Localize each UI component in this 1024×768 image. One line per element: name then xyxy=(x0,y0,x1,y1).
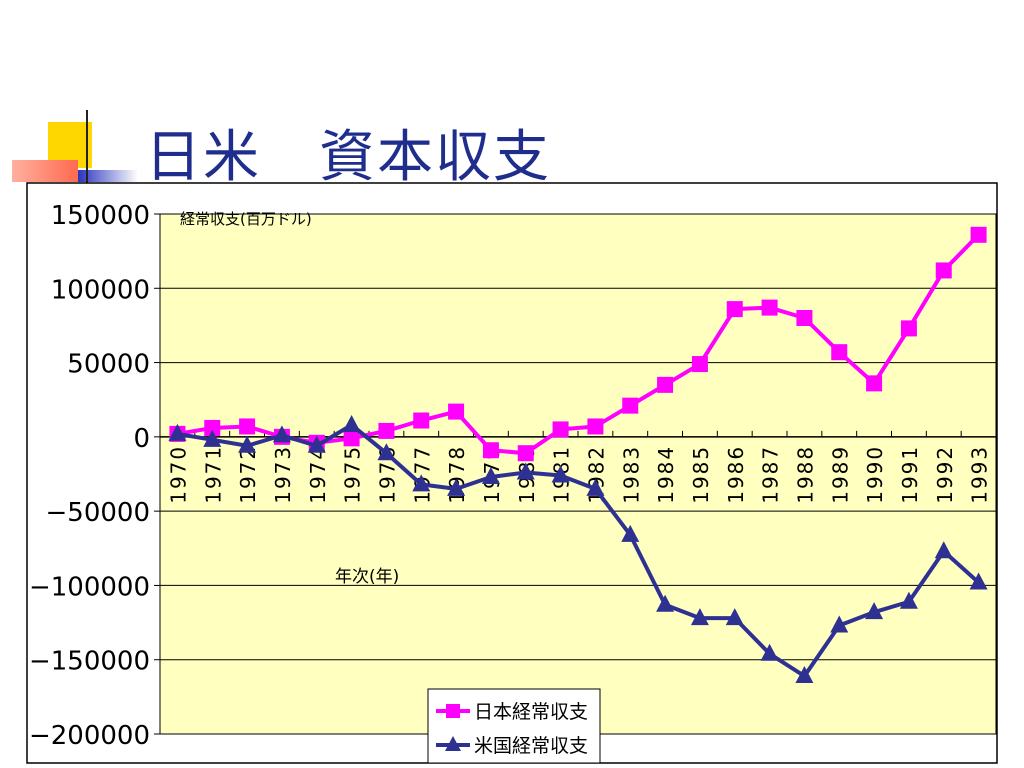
data-point xyxy=(760,643,779,661)
slide-title: 日米 資本収支 xyxy=(145,125,551,190)
title-decoration-red-band xyxy=(12,160,78,182)
x-tick-label: 1970 xyxy=(166,445,190,504)
y-tick-label: 100000 xyxy=(51,275,150,305)
x-tick-label: 1984 xyxy=(654,445,678,504)
series-line xyxy=(177,422,980,679)
data-point xyxy=(761,299,778,316)
x-tick-label: 1973 xyxy=(271,445,295,504)
data-point xyxy=(413,412,430,429)
legend-label: 日本経常収支 xyxy=(474,701,588,723)
data-point xyxy=(830,615,849,633)
x-axis-label: 年次(年) xyxy=(335,567,399,587)
data-point xyxy=(691,356,708,373)
y-tick-label: −100000 xyxy=(29,572,150,602)
data-point xyxy=(481,466,500,484)
data-point xyxy=(342,414,361,432)
data-point xyxy=(552,421,569,438)
x-tick-label: 1983 xyxy=(619,445,643,504)
data-point xyxy=(795,666,814,684)
data-point xyxy=(970,226,987,243)
data-point xyxy=(447,478,466,496)
legend-label: 米国経常収支 xyxy=(474,735,588,757)
y-tick-label: 50000 xyxy=(67,350,150,380)
data-point xyxy=(587,418,604,435)
data-point xyxy=(378,422,395,439)
data-point xyxy=(899,591,918,609)
x-tick-label: 1985 xyxy=(689,445,713,504)
data-point xyxy=(656,594,675,612)
y-tick-label: −150000 xyxy=(29,647,150,677)
data-point xyxy=(866,375,883,392)
data-point xyxy=(831,344,848,361)
x-tick-label: 1974 xyxy=(306,445,330,504)
x-tick-label: 1990 xyxy=(863,445,887,504)
x-tick-label: 1993 xyxy=(968,445,992,504)
y-tick-label: −200000 xyxy=(29,721,150,751)
data-point xyxy=(448,403,465,420)
y-tick-label: 150000 xyxy=(51,201,150,231)
x-tick-label: 1987 xyxy=(759,445,783,504)
data-point xyxy=(517,445,534,462)
data-point xyxy=(796,310,813,326)
data-point xyxy=(621,524,640,542)
data-point xyxy=(900,320,917,337)
data-point xyxy=(168,423,187,441)
x-tick-label: 1972 xyxy=(236,445,260,504)
data-point xyxy=(412,474,431,492)
data-point xyxy=(690,608,709,626)
data-point xyxy=(482,442,499,459)
x-tick-label: 1992 xyxy=(933,445,957,504)
title-decoration-vertical-line xyxy=(86,110,88,188)
data-point xyxy=(726,301,743,318)
data-point xyxy=(377,443,396,461)
x-tick-label: 1971 xyxy=(201,445,225,504)
data-point xyxy=(239,418,256,435)
x-tick-label: 1989 xyxy=(828,445,852,504)
legend-marker xyxy=(446,704,460,718)
plot-area xyxy=(159,213,997,735)
legend-marker xyxy=(445,736,461,751)
x-tick-label: 1975 xyxy=(341,445,365,504)
data-point xyxy=(551,465,570,483)
y-axis-label: 経常収支(百万ドル) xyxy=(180,210,312,228)
data-point xyxy=(272,425,291,443)
x-tick-label: 1977 xyxy=(410,445,434,504)
data-point xyxy=(203,429,222,447)
y-tick-label: 0 xyxy=(133,424,150,454)
data-point xyxy=(935,262,952,279)
x-tick-label: 1986 xyxy=(724,445,748,504)
y-tick-label: −50000 xyxy=(46,498,151,528)
data-point xyxy=(516,462,535,480)
data-point xyxy=(725,608,744,626)
data-point xyxy=(969,572,988,590)
data-point xyxy=(865,602,884,620)
data-point xyxy=(622,397,639,414)
data-point xyxy=(238,435,257,453)
data-point xyxy=(343,430,360,447)
x-tick-label: 1988 xyxy=(793,445,817,504)
x-tick-label: 1991 xyxy=(898,445,922,504)
data-point xyxy=(934,541,953,559)
data-point xyxy=(657,376,674,393)
title-decoration-blue-band xyxy=(78,170,138,182)
data-point xyxy=(586,478,605,496)
data-point xyxy=(307,435,326,453)
data-point xyxy=(204,419,221,436)
